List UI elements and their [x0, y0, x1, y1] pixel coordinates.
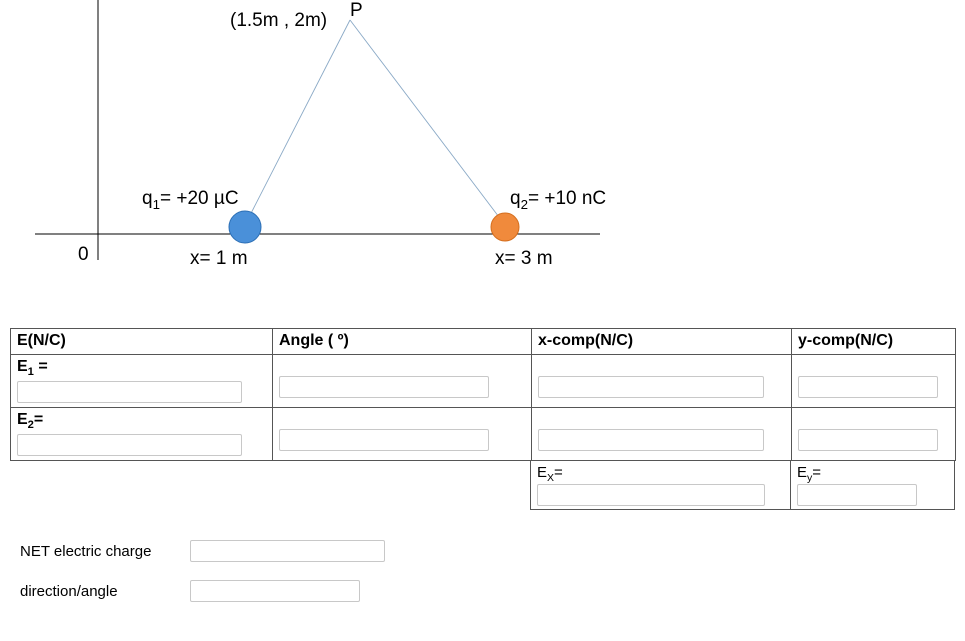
cell-angle1: [273, 355, 532, 408]
results-subtable: EX= Ey=: [530, 460, 955, 510]
e1-label: E1 =: [17, 358, 266, 378]
ex-input[interactable]: [537, 484, 765, 506]
x1-position-label: x= 1 m: [190, 248, 248, 270]
direction-input[interactable]: [190, 580, 360, 602]
ey-label: Ey=: [797, 464, 821, 481]
line-q1-p: [245, 20, 350, 225]
bottom-answers: NET electric charge direction/angle: [20, 540, 385, 620]
direction-label: direction/angle: [20, 583, 190, 600]
header-e: E(N/C): [11, 329, 273, 355]
cell-e1: E1 =: [11, 355, 273, 408]
point-p-coords: (1.5m , 2m): [230, 10, 327, 32]
header-ycomp: y-comp(N/C): [792, 329, 956, 355]
point-p-label: P: [350, 0, 363, 22]
cell-x2: [532, 408, 792, 461]
angle1-input[interactable]: [279, 376, 489, 398]
cell-y1: [792, 355, 956, 408]
cell-x1: [532, 355, 792, 408]
charge-q1-label: q1= +20 µC: [142, 188, 239, 212]
x1-input[interactable]: [538, 376, 764, 398]
cell-angle2: [273, 408, 532, 461]
header-angle: Angle ( º): [273, 329, 532, 355]
charge-q2-label: q2= +10 nC: [510, 188, 606, 212]
physics-diagram: 0 (1.5m , 2m) P q1= +20 µC q2= +10 nC x=…: [0, 0, 965, 310]
x2-input[interactable]: [538, 429, 764, 451]
cell-e2: E2=: [11, 408, 273, 461]
ex-label: EX=: [537, 464, 563, 481]
cell-ex: EX=: [531, 461, 791, 510]
angle2-input[interactable]: [279, 429, 489, 451]
answer-table: E(N/C) Angle ( º) x-comp(N/C) y-comp(N/C…: [10, 328, 956, 461]
header-xcomp: x-comp(N/C): [532, 329, 792, 355]
net-charge-input[interactable]: [190, 540, 385, 562]
e1-input[interactable]: [17, 381, 242, 403]
origin-label: 0: [78, 244, 89, 266]
x2-position-label: x= 3 m: [495, 248, 553, 270]
y2-input[interactable]: [798, 429, 938, 451]
y1-input[interactable]: [798, 376, 938, 398]
charge-q1-dot: [229, 211, 261, 243]
diagram-svg: [0, 0, 965, 310]
cell-ey: Ey=: [791, 461, 955, 510]
ey-input[interactable]: [797, 484, 917, 506]
net-charge-label: NET electric charge: [20, 543, 190, 560]
charge-q2-dot: [491, 213, 519, 241]
cell-y2: [792, 408, 956, 461]
e2-input[interactable]: [17, 434, 242, 456]
line-q2-p: [350, 20, 505, 225]
e2-label: E2=: [17, 411, 266, 431]
answer-table-wrap: E(N/C) Angle ( º) x-comp(N/C) y-comp(N/C…: [10, 328, 955, 510]
